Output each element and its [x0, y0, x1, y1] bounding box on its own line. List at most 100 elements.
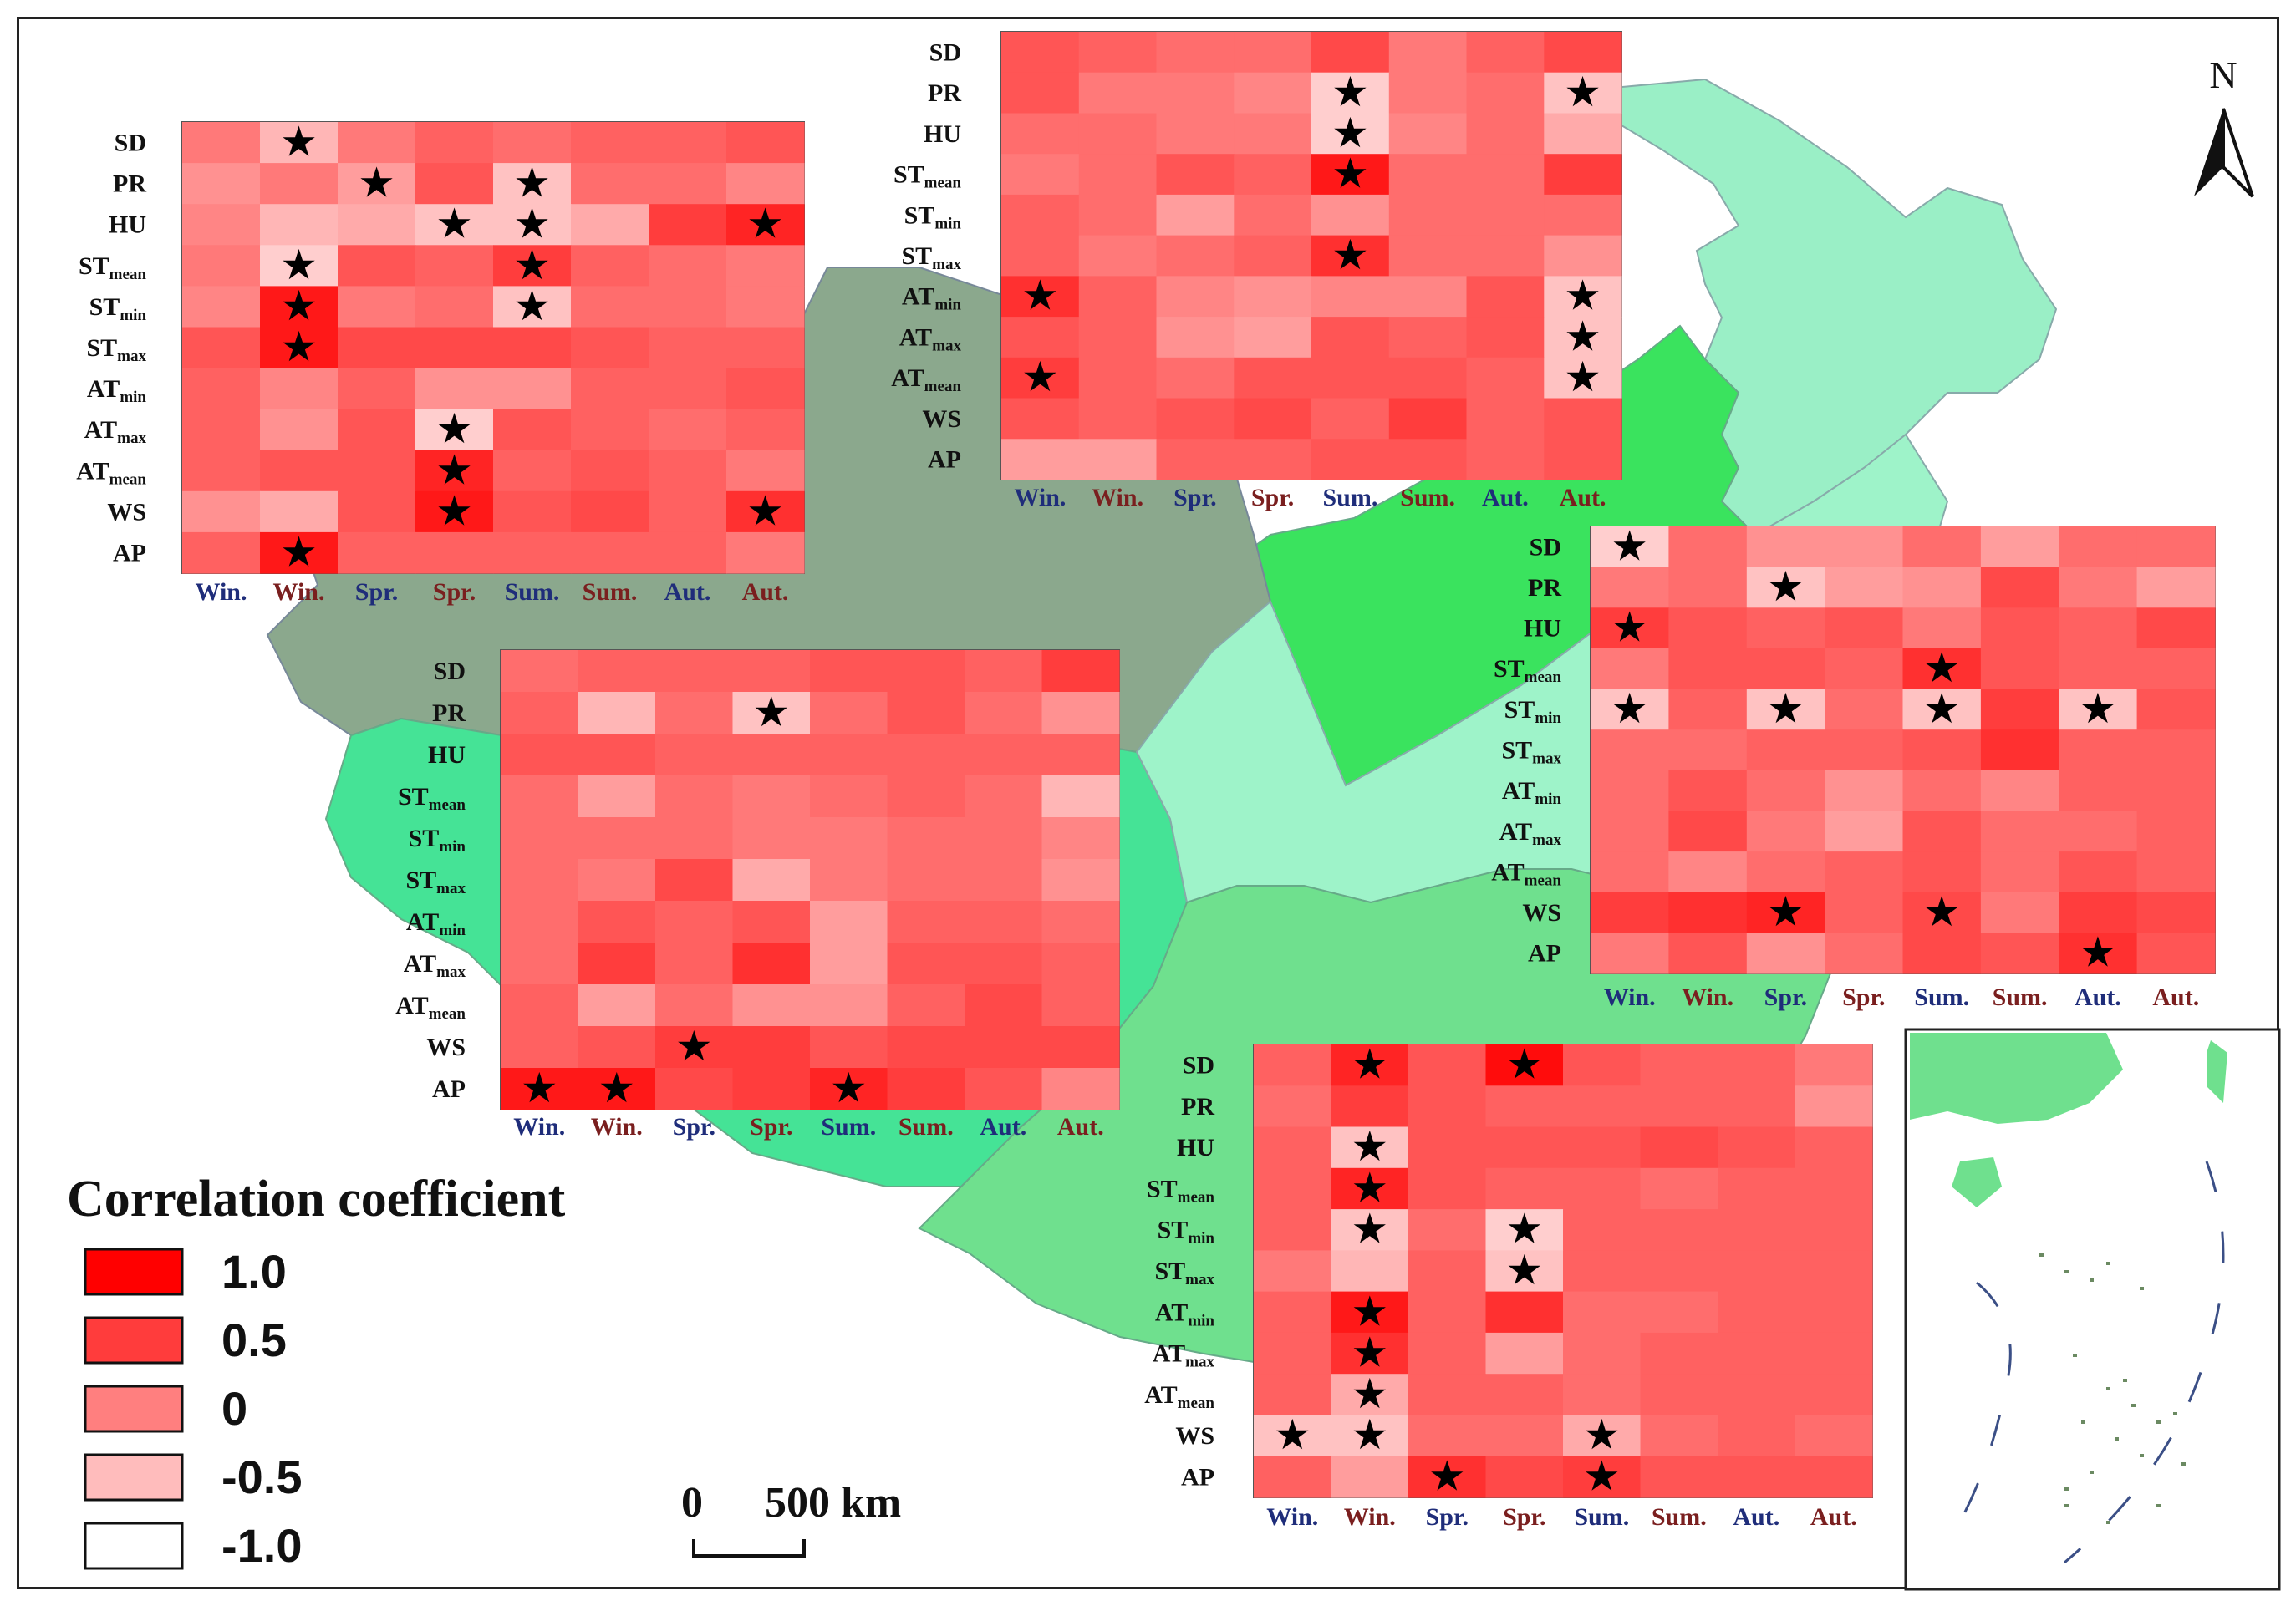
- row-label: WS: [922, 405, 961, 433]
- heatmap-cell: [1234, 235, 1312, 277]
- heatmap-cell: [571, 204, 649, 246]
- heatmap-cell: [1902, 851, 1982, 893]
- heatmap-cell: [1234, 72, 1312, 114]
- heatmap-cell: [1544, 276, 1622, 318]
- legend-label: 0: [221, 1382, 247, 1435]
- heatmap-cell: [1563, 1044, 1642, 1086]
- heatmap-cell: [501, 775, 579, 818]
- column-label: Win.: [273, 578, 325, 606]
- heatmap-cell: [1408, 1209, 1487, 1251]
- significance-star-icon: ★: [1331, 69, 1369, 115]
- scale-zero: 0: [681, 1479, 703, 1527]
- inset-map: [1904, 1028, 2281, 1591]
- heatmap-top-center: ★ ★★★★★ ★★★ ★SDPRHUSTmeanSTminSTmaxATminATm…: [891, 31, 1622, 511]
- heatmap-cell: [1591, 526, 1669, 568]
- column-label: Spr.: [673, 1113, 715, 1141]
- heatmap-cell: [2059, 526, 2138, 568]
- heatmap-cell: [1001, 72, 1080, 114]
- heatmap-cell: [1640, 1167, 1718, 1210]
- heatmap-cell: [1234, 398, 1312, 440]
- heatmap-top-left: ★★ ★★ ★ ★★ ★★ ★★★★★ ★★SDPRHUSTmeanSTminSTmaxAT…: [76, 119, 805, 606]
- heatmap-cell: [1466, 113, 1545, 155]
- column-label: Win.: [513, 1113, 565, 1141]
- row-label: PR: [113, 170, 146, 198]
- column-label: Sum.: [899, 1113, 954, 1141]
- heatmap-cell: [726, 122, 805, 164]
- heatmap-cell: [1795, 1374, 1873, 1416]
- heatmap-cell: [338, 531, 416, 574]
- heatmap-cell: [1825, 526, 1904, 568]
- heatmap-cell: [1718, 1415, 1796, 1457]
- heatmap-cell: [887, 650, 965, 693]
- heatmap-cell: [501, 984, 579, 1027]
- heatmap-cell: [887, 775, 965, 818]
- heatmap-cell: [1078, 357, 1158, 399]
- heatmap-cell: [578, 943, 656, 985]
- heatmap-cell: [182, 531, 261, 574]
- heatmap-cell: [810, 775, 888, 818]
- significance-star-icon: ★: [435, 201, 473, 247]
- heatmap-cell: [571, 327, 649, 369]
- heatmap-cell: [1544, 32, 1622, 74]
- heatmap-cell: [1311, 154, 1390, 196]
- row-label: ATmax: [404, 950, 466, 981]
- heatmap-cell: [338, 368, 416, 410]
- heatmap-cell: [1254, 1250, 1332, 1293]
- column-label: Win.: [1014, 484, 1066, 511]
- significance-star-icon: ★: [358, 160, 395, 206]
- row-label: STmax: [1501, 737, 1561, 768]
- column-label: Spr.: [433, 578, 476, 606]
- heatmap-cell: [1466, 398, 1545, 440]
- heatmap-cell: [1591, 851, 1669, 893]
- heatmap-cell: [1331, 1250, 1409, 1293]
- legend: Correlation coefficient 1.0 0.5 0 -0.5 -1.0: [67, 1171, 566, 1572]
- heatmap-cell: [338, 122, 416, 164]
- heatmap-cell: [1156, 317, 1235, 358]
- row-label: SD: [115, 130, 146, 157]
- heatmap-cell: [655, 1068, 734, 1110]
- row-label: STmin: [89, 293, 147, 324]
- heatmap-cell: [1746, 811, 1825, 852]
- inset-hainan: [1952, 1157, 2002, 1207]
- heatmap-cell: [1001, 357, 1080, 399]
- heatmap-cell: [1640, 1456, 1718, 1498]
- heatmap-cell: [1078, 194, 1158, 236]
- heatmap-cell: [1078, 317, 1158, 358]
- heatmap-cell: [1254, 1126, 1332, 1169]
- row-label: STmin: [1504, 696, 1562, 727]
- heatmap-cell: [1466, 72, 1545, 114]
- row-label: ATmean: [891, 364, 961, 395]
- heatmap-cell: [810, 943, 888, 985]
- heatmap-cell: [501, 901, 579, 943]
- heatmap-cell: [1544, 194, 1622, 236]
- significance-star-icon: ★: [435, 446, 473, 493]
- heatmap-cell: [1902, 648, 1982, 690]
- heatmap-cell: [1980, 607, 2059, 649]
- heatmap-cell: [415, 368, 494, 410]
- row-label: PR: [1528, 574, 1561, 602]
- heatmap-cell: [1234, 32, 1312, 74]
- heatmap-cell: [2059, 851, 2138, 893]
- row-label: STmean: [893, 161, 961, 192]
- heatmap-cell: [1902, 811, 1982, 852]
- heatmap-cell: [1388, 235, 1468, 277]
- heatmap-cell: [260, 245, 339, 287]
- significance-star-icon: ★: [746, 487, 784, 534]
- heatmap-cell: [578, 734, 656, 776]
- heatmap-cell: [571, 409, 649, 451]
- legend-swatch: [84, 1248, 184, 1296]
- heatmap-cell: [2136, 567, 2216, 608]
- heatmap-cell: [649, 368, 727, 410]
- heatmap-cell: [571, 531, 649, 574]
- heatmap-cell: [338, 163, 416, 205]
- heatmap-cell: [1640, 1374, 1718, 1416]
- row-label: STmin: [1158, 1217, 1215, 1248]
- heatmap-cell: [1640, 1291, 1718, 1334]
- heatmap-cell: [1668, 648, 1748, 690]
- column-label: Win.: [1092, 484, 1143, 511]
- significance-star-icon: ★: [1923, 685, 1961, 732]
- heatmap-cell: [1254, 1044, 1332, 1086]
- heatmap-cell: [1980, 689, 2059, 730]
- heatmap-cell: [578, 1026, 656, 1069]
- heatmap-cell: [1544, 235, 1622, 277]
